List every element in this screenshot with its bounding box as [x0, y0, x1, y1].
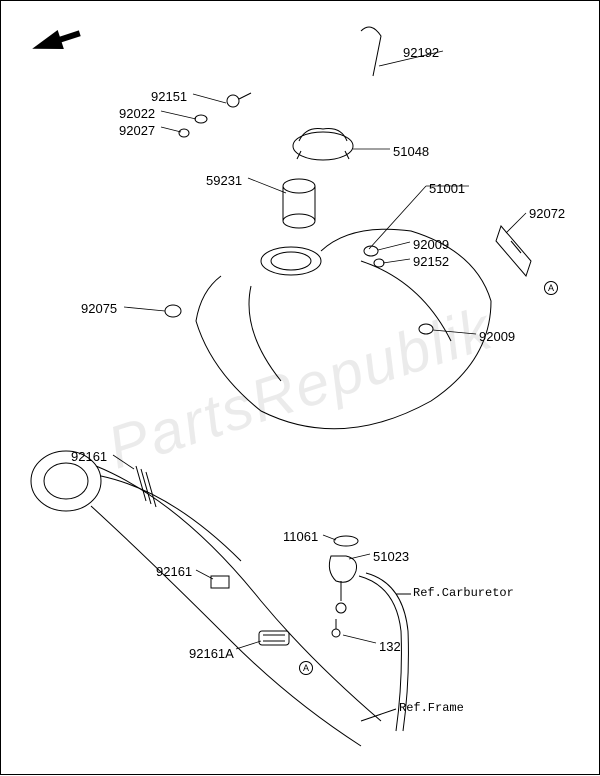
part-label: 92161	[156, 564, 192, 579]
part-label: 92161A	[189, 646, 234, 661]
part-label: 92022	[119, 106, 155, 121]
part-label: 51048	[393, 144, 429, 159]
part-label: 92009	[479, 329, 515, 344]
part-label: 92151	[151, 89, 187, 104]
part-label: 92192	[403, 45, 439, 60]
part-label: 92072	[529, 206, 565, 221]
part-label: 11061	[283, 529, 318, 544]
part-label: 92161	[71, 449, 107, 464]
part-label: 51001	[429, 181, 465, 196]
part-label: 92152	[413, 254, 449, 269]
ref-label: Ref.Carburetor	[413, 586, 514, 600]
part-label: 59231	[206, 173, 242, 188]
part-label: 92009	[413, 237, 449, 252]
part-label: 92027	[119, 123, 155, 138]
leader-lines	[1, 1, 600, 776]
reference-mark: A	[544, 281, 558, 295]
parts-diagram: PartsRepublik	[0, 0, 600, 775]
reference-mark: A	[299, 661, 313, 675]
part-label: 132	[379, 639, 401, 654]
part-label: 51023	[373, 549, 409, 564]
part-label: 92075	[81, 301, 117, 316]
ref-label: Ref.Frame	[399, 701, 464, 715]
